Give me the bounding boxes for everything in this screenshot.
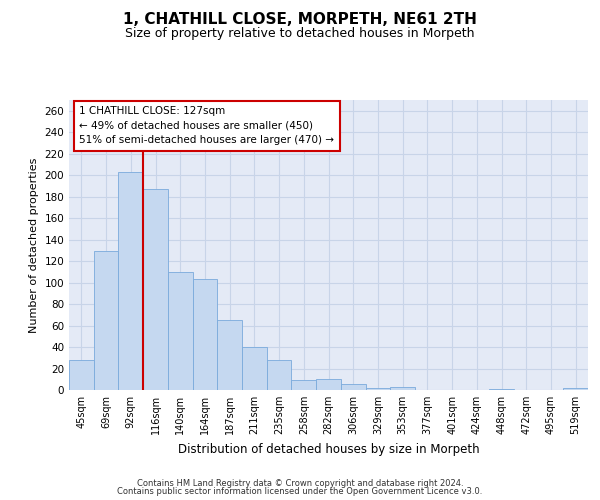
Text: Contains HM Land Registry data © Crown copyright and database right 2024.: Contains HM Land Registry data © Crown c… <box>137 478 463 488</box>
Text: Contains public sector information licensed under the Open Government Licence v3: Contains public sector information licen… <box>118 487 482 496</box>
Bar <box>365 388 390 390</box>
Bar <box>242 347 267 390</box>
Bar <box>94 252 118 390</box>
Bar <box>563 388 588 390</box>
Text: 1 CHATHILL CLOSE: 127sqm
← 49% of detached houses are smaller (450)
51% of semi-: 1 CHATHILL CLOSE: 127sqm ← 49% of detach… <box>79 106 334 146</box>
Bar <box>292 380 316 390</box>
Text: Size of property relative to detached houses in Morpeth: Size of property relative to detached ho… <box>125 28 475 40</box>
Bar <box>69 360 94 390</box>
X-axis label: Distribution of detached houses by size in Morpeth: Distribution of detached houses by size … <box>178 442 479 456</box>
Bar <box>316 380 341 390</box>
Bar <box>341 384 365 390</box>
Y-axis label: Number of detached properties: Number of detached properties <box>29 158 39 332</box>
Text: 1, CHATHILL CLOSE, MORPETH, NE61 2TH: 1, CHATHILL CLOSE, MORPETH, NE61 2TH <box>123 12 477 28</box>
Bar <box>489 389 514 390</box>
Bar <box>193 280 217 390</box>
Bar <box>267 360 292 390</box>
Bar <box>217 320 242 390</box>
Bar <box>168 272 193 390</box>
Bar <box>390 387 415 390</box>
Bar <box>118 172 143 390</box>
Bar <box>143 189 168 390</box>
